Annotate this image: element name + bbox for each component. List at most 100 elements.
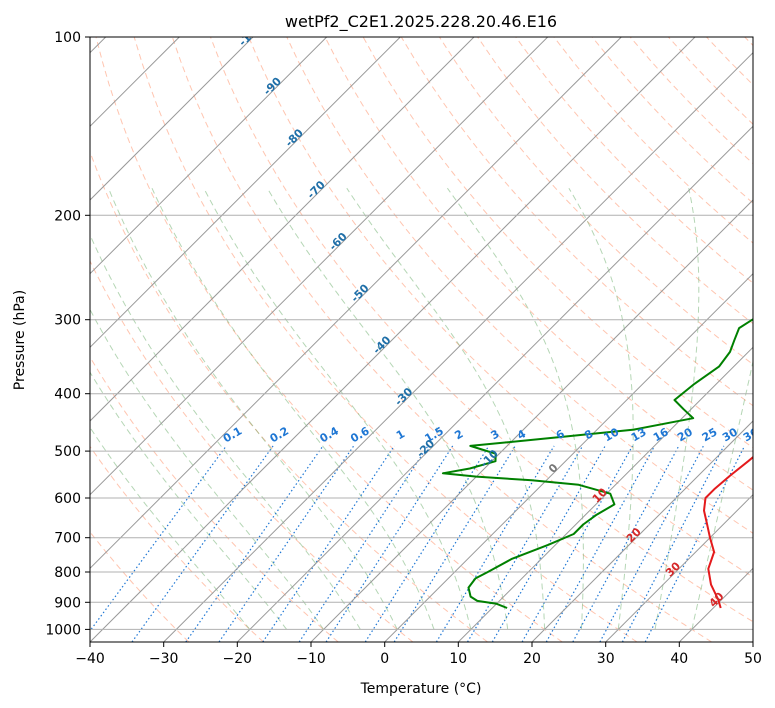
mixing-ratio-label: 0.1 xyxy=(221,424,244,445)
isotherm-label: -100 xyxy=(236,20,265,49)
y-tick-label: 800 xyxy=(54,565,81,581)
moist-adiabat xyxy=(151,187,435,630)
axes: −40 −30 −20 −10 0 10 20 30 40 5010020030040050060… xyxy=(45,30,762,667)
moist-adiabat xyxy=(203,187,472,630)
moist-adiabat xyxy=(90,426,251,630)
isotherm-line xyxy=(163,51,753,642)
dry-adiabat xyxy=(171,37,712,642)
x-tick-label: −10 xyxy=(296,651,326,667)
isotherm-label: -70 xyxy=(305,178,328,201)
mixing-ratio-label: 10 xyxy=(602,425,622,444)
isotherm-label: 30 xyxy=(663,559,683,579)
y-tick-label: 1000 xyxy=(45,622,81,638)
pressure-grid xyxy=(90,37,753,630)
isotherm-line xyxy=(605,493,753,642)
y-tick-label: 100 xyxy=(54,30,81,46)
dry-adiabat xyxy=(515,37,753,284)
isotherm-label: -90 xyxy=(261,74,284,97)
mixing-ratio-label: 6 xyxy=(554,427,567,442)
mixing-ratio-line xyxy=(572,445,680,642)
x-tick-label: 40 xyxy=(670,651,688,667)
isotherm-label: 20 xyxy=(624,525,644,545)
dry-adiabat xyxy=(95,37,563,642)
moist-adiabat xyxy=(346,187,546,630)
dry-adiabat xyxy=(286,37,753,534)
dry-adiabat xyxy=(706,37,753,86)
mixing-ratio-label: 1 xyxy=(394,427,407,442)
y-tick-label: 400 xyxy=(54,387,81,403)
dry-adiabat xyxy=(668,37,753,125)
mixing-ratio-label: 25 xyxy=(700,425,720,444)
plot-frame xyxy=(89,36,754,643)
dry-adiabat xyxy=(324,37,753,491)
dry-adiabat xyxy=(248,37,753,578)
mixing-ratio-line xyxy=(545,445,656,642)
mixing-ratio-line xyxy=(644,445,746,642)
y-tick-label: 300 xyxy=(54,313,81,329)
dry-adiabat xyxy=(591,37,753,204)
mixing-ratio-line xyxy=(364,445,490,642)
mixing-ratio-line xyxy=(131,445,274,642)
moist-adiabat xyxy=(90,371,288,630)
mixing-ratio-label: 30 xyxy=(720,425,740,444)
isotherm-line xyxy=(310,199,753,642)
isotherm-label: -60 xyxy=(327,230,350,253)
isotherm-label: -50 xyxy=(348,281,371,304)
mixing-ratio-label: 3 xyxy=(488,427,501,442)
moist-adiabat xyxy=(90,308,324,630)
moist-adiabat xyxy=(446,187,584,630)
dry-adiabat xyxy=(90,150,488,642)
dry-adiabat xyxy=(90,356,339,642)
moist-adiabat xyxy=(691,358,753,630)
mixing-ratio-line xyxy=(466,445,584,642)
mixing-ratio-line xyxy=(298,445,429,642)
mixing-ratio-line xyxy=(185,445,324,642)
mixing-ratio-label: 0.6 xyxy=(348,424,372,445)
mixing-ratio-label: 0.4 xyxy=(318,424,342,445)
dry-adiabat xyxy=(553,37,753,244)
isotherm-line xyxy=(90,37,549,496)
moist-adiabat xyxy=(90,233,361,630)
mixing-ratio-line xyxy=(521,445,634,642)
isotherm-line xyxy=(752,641,753,642)
dry-adiabat xyxy=(90,445,264,642)
mixing-ratio-label: 2 xyxy=(452,427,465,442)
dewpoint-line xyxy=(441,318,753,609)
y-tick-label: 700 xyxy=(54,531,81,547)
x-tick-label: −20 xyxy=(223,651,253,667)
dry-adiabat xyxy=(744,37,753,47)
x-axis-title: Temperature (°C) xyxy=(360,681,482,697)
y-tick-label: 900 xyxy=(54,595,81,611)
mixing-ratio-line xyxy=(599,445,704,642)
isotherm-line xyxy=(90,37,401,349)
mixing-ratio-label: 36 xyxy=(741,425,761,444)
mixing-ratio-line xyxy=(621,445,725,642)
isotherm-line xyxy=(90,37,475,422)
isotherm-line xyxy=(236,125,753,642)
x-tick-label: 0 xyxy=(380,651,389,667)
isotherm-label: 40 xyxy=(707,590,727,610)
y-tick-label: 200 xyxy=(54,208,81,224)
x-tick-label: 30 xyxy=(597,651,615,667)
mixing-ratio-label: 20 xyxy=(675,425,695,444)
isotherm-line xyxy=(531,420,753,642)
isotherm-line xyxy=(384,272,753,642)
dry-adiabat xyxy=(90,259,414,642)
moist-adiabat xyxy=(266,187,509,630)
x-tick-label: −40 xyxy=(75,651,105,667)
temperature-line xyxy=(703,455,753,609)
mixing-ratio-line xyxy=(218,445,355,642)
dry-adiabat xyxy=(133,37,638,642)
isotherm-line xyxy=(457,346,753,642)
y-tick-label: 500 xyxy=(54,444,81,460)
moist-adiabat xyxy=(108,188,398,630)
dry-adiabat xyxy=(210,37,753,623)
isotherm-line xyxy=(678,567,753,642)
isotherm-label: -30 xyxy=(392,385,415,408)
x-tick-label: −30 xyxy=(149,651,179,667)
y-tick-label: 600 xyxy=(54,491,81,507)
isotherm-label: -80 xyxy=(283,126,306,149)
mixing-ratio-label: 0.2 xyxy=(268,424,291,445)
